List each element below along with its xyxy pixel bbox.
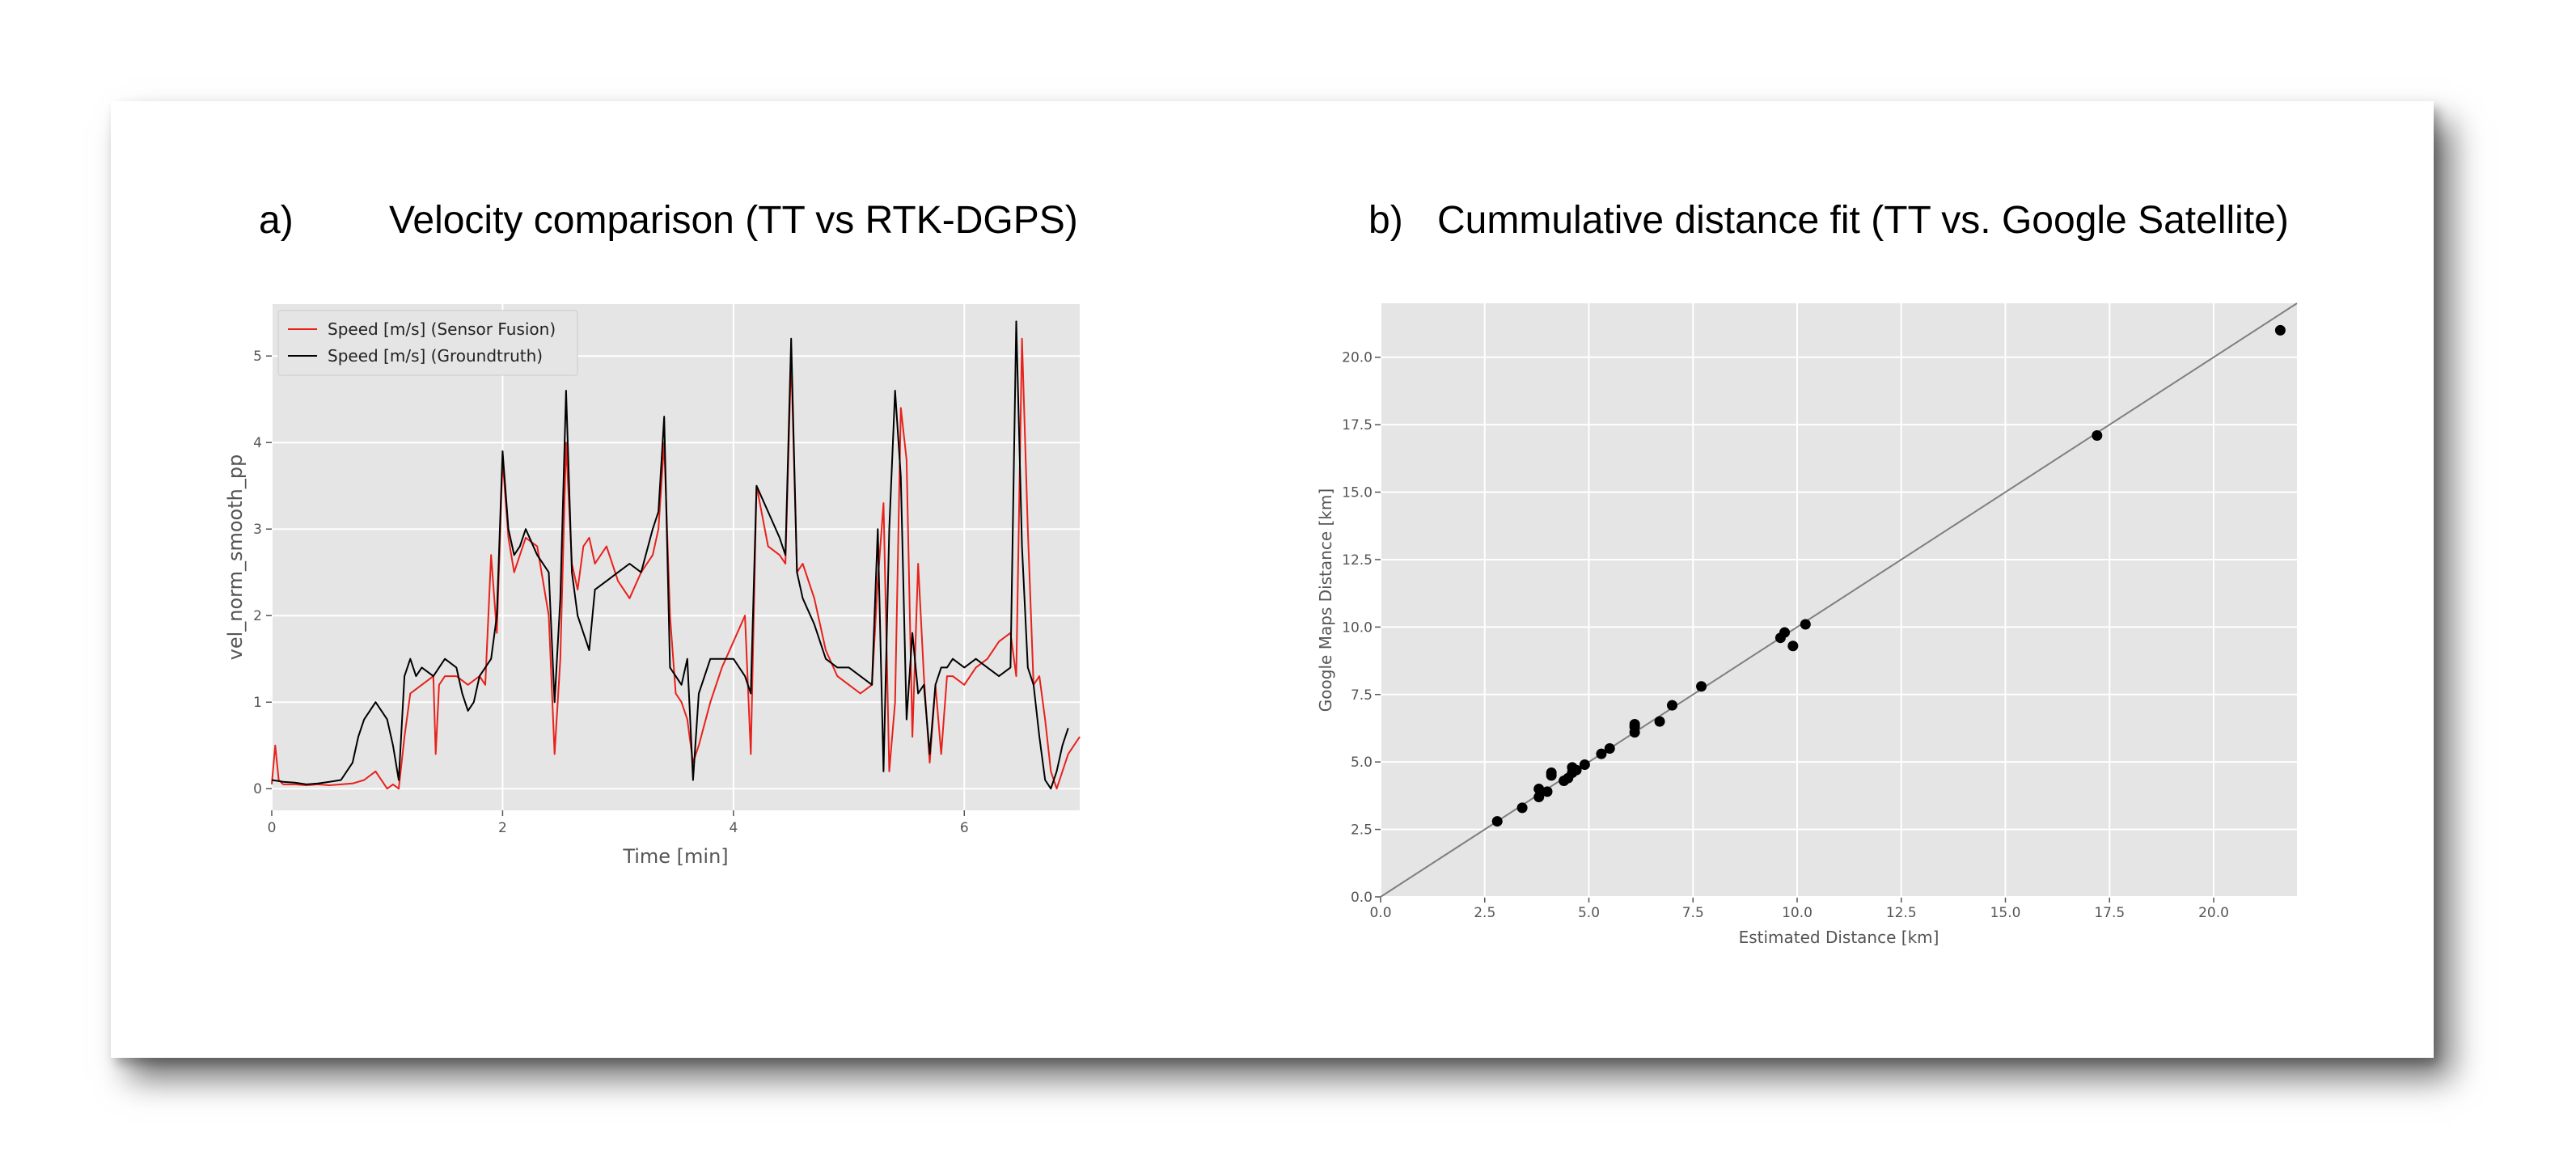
fit-line <box>1380 302 2298 898</box>
data-point <box>1533 784 1545 795</box>
y-tick-label: 0.0 <box>1351 890 1373 906</box>
data-point <box>2092 429 2103 441</box>
data-point <box>1491 816 1503 827</box>
x-axis-label: Time [min] <box>622 845 728 868</box>
slide: a) Velocity comparison (TT vs RTK-DGPS) … <box>111 101 2434 1058</box>
y-tick-label: 20.0 <box>1342 350 1373 366</box>
y-tick-label: 2 <box>253 608 262 624</box>
legend-entry: Speed [m/s] (Sensor Fusion) <box>328 319 556 339</box>
y-tick-label: 5 <box>253 349 262 365</box>
data-point <box>1542 786 1553 797</box>
x-tick-label: 5.0 <box>1578 905 1600 921</box>
y-tick-label: 1 <box>253 695 262 711</box>
data-point <box>1579 759 1590 771</box>
data-point <box>1779 627 1791 638</box>
data-point <box>1596 748 1607 759</box>
panel-a-title: Velocity comparison (TT vs RTK-DGPS) <box>389 199 1078 242</box>
x-tick-label: 17.5 <box>2094 905 2125 921</box>
x-tick-label: 2.5 <box>1474 905 1495 921</box>
x-tick-label: 2 <box>498 820 507 836</box>
x-tick-label: 15.0 <box>1990 905 2021 921</box>
y-axis-label: Google Maps Distance [km] <box>1316 488 1335 712</box>
data-point <box>1696 681 1707 692</box>
data-point <box>1800 619 1811 630</box>
y-tick-label: 4 <box>253 435 262 451</box>
data-point <box>1629 718 1640 729</box>
y-tick-label: 15.0 <box>1342 485 1373 501</box>
y-tick-label: 5.0 <box>1351 755 1373 771</box>
groundtruth-line <box>271 320 1069 790</box>
y-tick-label: 2.5 <box>1351 822 1373 839</box>
data-point <box>1546 767 1557 779</box>
x-tick-label: 10.0 <box>1782 905 1813 921</box>
sensor-fusion-line <box>271 337 1081 790</box>
legend: Speed [m/s] (Sensor Fusion) Speed [m/s] (… <box>277 310 578 376</box>
y-tick-label: 3 <box>253 522 262 538</box>
data-point <box>1571 764 1582 776</box>
distance-fit-chart: 0.0 2.5 5.0 7.5 10.0 12.5 15.0 17.5 20.0 0.0 2.5 5.… <box>1316 302 2298 947</box>
legend-entry: Speed [m/s] (Groundtruth) <box>328 346 543 366</box>
legend-box <box>277 310 578 376</box>
panel-b-title: Cummulative distance fit (TT vs. Google … <box>1437 199 2289 242</box>
data-point <box>1667 700 1677 711</box>
x-tick-label: 12.5 <box>1886 905 1917 921</box>
data-point <box>1516 802 1528 814</box>
y-tick-label: 17.5 <box>1342 417 1373 433</box>
data-point <box>1533 792 1545 803</box>
y-axis-label: vel_norm_smooth_pp <box>224 455 247 661</box>
data-point <box>1787 641 1799 652</box>
y-tick-label: 10.0 <box>1342 619 1373 636</box>
y-tick-label: 0 <box>253 781 262 797</box>
data-point <box>2274 324 2286 336</box>
velocity-chart: 0 2 4 6 0 1 2 3 4 5 Time [min] vel_norm_smooth_pp Sp… <box>224 304 1081 868</box>
panel-b-letter: b) <box>1368 199 1403 242</box>
x-tick-label: 4 <box>729 820 738 836</box>
data-point <box>1604 743 1615 754</box>
data-point <box>1654 716 1665 727</box>
y-tick-label: 12.5 <box>1342 552 1373 569</box>
x-axis-label: Estimated Distance [km] <box>1739 928 1939 947</box>
x-tick-label: 20.0 <box>2198 905 2229 921</box>
x-tick-label: 7.5 <box>1682 905 1704 921</box>
x-tick-label: 6 <box>960 820 969 836</box>
panel-a-letter: a) <box>259 199 294 242</box>
x-tick-label: 0 <box>268 820 277 836</box>
x-tick-label: 0.0 <box>1369 905 1391 921</box>
y-tick-label: 7.5 <box>1351 687 1373 704</box>
